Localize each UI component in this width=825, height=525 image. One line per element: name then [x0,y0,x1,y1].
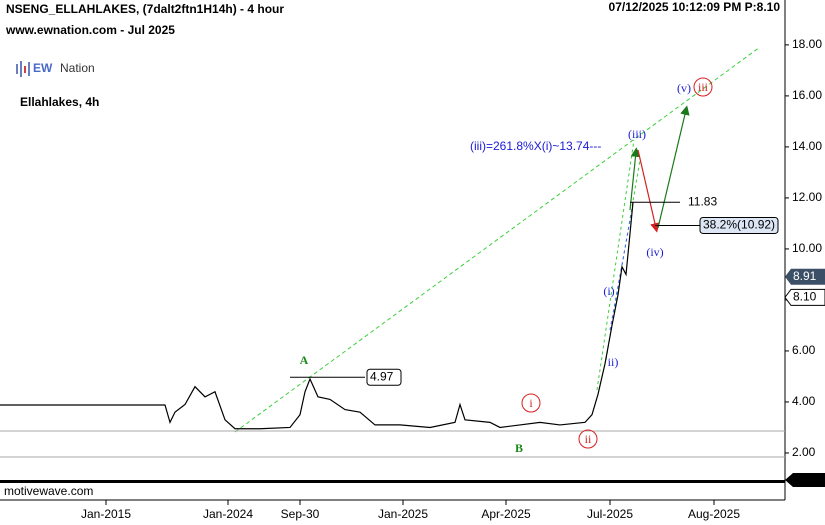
price-tag-label: 8.91 [793,269,817,283]
annotation: (iii)=261.8%X(i)~13.74--- [470,139,601,153]
y-tick-label: 6.00 [792,343,816,357]
subtitle: www.ewnation.com - Jul 2025 [5,23,175,37]
price-tag [784,288,825,306]
level-label: 11.83 [688,194,717,208]
wave-label: ii) [608,355,619,369]
x-tick-label: Jan-2024 [203,507,253,521]
y-tick-label: 2.00 [792,445,816,459]
price-line [0,202,634,430]
wave-label: iii [698,80,709,94]
x-tick-label: Jul-2025 [587,507,633,521]
channel-line [596,139,635,391]
level-label: 38.2%(10.92) [703,218,775,232]
footer: motivewave.com [4,484,93,498]
logo-brand: EW [33,61,53,75]
trend-line [234,46,761,433]
wave-circle [693,77,713,97]
wave-label: (v) [677,81,691,95]
y-tick-label: 14.00 [792,139,822,153]
y-tick-label: 4.00 [792,394,816,408]
logo-box [8,50,165,145]
wave-circle [521,393,541,413]
x-tick-label: Sep-30 [281,507,320,521]
title: NSENG_ELLAHLAKES, (7dalt2ftn1H14h) - 4 h… [6,2,284,16]
scroll-tag [785,473,825,487]
separator [0,480,785,483]
arrow [657,105,690,229]
wave-label: A [300,353,309,367]
wave-label: (i) [603,284,614,298]
arrow [629,147,641,211]
arrow [637,149,660,233]
channel-line [605,159,641,361]
price-tag [785,268,825,285]
wave-label: ii [585,432,592,446]
wave-circle [578,429,598,449]
y-tick-label: 12.00 [792,190,822,204]
wave-label: (iv) [646,245,663,259]
wave-label: B [515,441,523,455]
level-label: 4.97 [370,369,394,383]
x-tick-label: Jan-2015 [81,507,131,521]
level-box [699,216,779,234]
y-tick-label: 18.00 [792,37,822,51]
timestamp: 07/12/2025 10:12:09 PM P:8.10 [609,0,781,14]
logo-name: Nation [60,61,95,75]
x-tick-label: Apr-2025 [481,507,531,521]
x-tick-label: Aug-2025 [688,507,740,521]
logo-icon [16,61,30,77]
x-tick-label: Jan-2025 [378,507,428,521]
y-tick-label: 16.00 [792,88,822,102]
y-tick-label: 10.00 [792,241,822,255]
level-box [366,368,402,386]
wave-label: i [529,396,533,410]
price-tag-label: 8.10 [793,290,817,304]
symbol-label: Ellahlakes, 4h [20,95,99,109]
wave-label: (iii) [628,127,646,141]
